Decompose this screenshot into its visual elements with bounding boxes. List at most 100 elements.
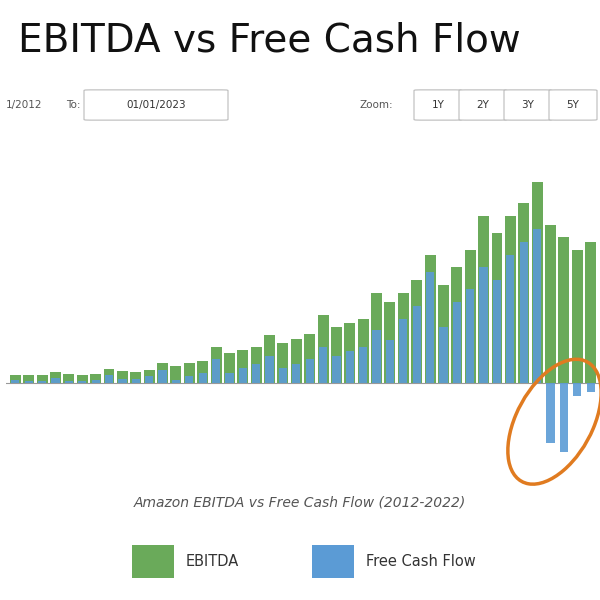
Text: 1Y: 1Y — [431, 100, 445, 110]
Bar — [317, 314, 329, 383]
Bar — [506, 254, 514, 383]
Bar — [425, 254, 436, 383]
FancyBboxPatch shape — [504, 90, 552, 120]
Bar — [413, 306, 421, 383]
Bar — [226, 373, 233, 383]
Bar — [90, 374, 101, 383]
FancyBboxPatch shape — [132, 545, 174, 577]
Bar — [371, 293, 382, 383]
Bar — [532, 182, 542, 383]
Bar — [37, 374, 47, 383]
Bar — [25, 380, 33, 383]
Bar — [491, 233, 502, 383]
Bar — [505, 216, 516, 383]
Bar — [493, 280, 501, 383]
Bar — [50, 372, 61, 383]
Bar — [143, 370, 155, 383]
Bar — [560, 383, 568, 452]
Bar — [439, 328, 448, 383]
Bar — [252, 364, 260, 383]
Bar — [265, 356, 274, 383]
Bar — [386, 340, 394, 383]
Bar — [533, 229, 541, 383]
Bar — [346, 350, 354, 383]
Bar — [10, 374, 21, 383]
Bar — [344, 323, 355, 383]
Bar — [211, 347, 221, 383]
Bar — [239, 368, 247, 383]
Bar — [451, 268, 463, 383]
Text: 01/01/2023: 01/01/2023 — [126, 100, 186, 110]
Bar — [118, 379, 127, 383]
Bar — [77, 374, 88, 383]
FancyBboxPatch shape — [549, 90, 597, 120]
Bar — [158, 370, 167, 383]
Bar — [331, 328, 342, 383]
Bar — [304, 334, 315, 383]
Bar — [172, 380, 180, 383]
Bar — [92, 380, 100, 383]
Bar — [131, 379, 140, 383]
Text: Free Cash Flow: Free Cash Flow — [366, 553, 476, 569]
Bar — [426, 272, 434, 383]
Bar — [117, 371, 128, 383]
Bar — [305, 359, 314, 383]
Bar — [212, 359, 220, 383]
Bar — [478, 216, 489, 383]
Bar — [38, 380, 46, 383]
Bar — [453, 302, 461, 383]
Bar — [52, 378, 59, 383]
Bar — [547, 383, 554, 443]
Bar — [332, 356, 341, 383]
Bar — [585, 242, 596, 383]
Bar — [224, 353, 235, 383]
Bar — [520, 242, 528, 383]
Bar — [197, 361, 208, 383]
Bar — [64, 374, 74, 383]
Bar — [65, 380, 73, 383]
Text: 3Y: 3Y — [521, 100, 535, 110]
Bar — [466, 289, 475, 383]
Bar — [319, 347, 327, 383]
Bar — [358, 319, 368, 383]
Bar — [518, 203, 529, 383]
Bar — [23, 376, 34, 383]
Text: Amazon EBITDA vs Free Cash Flow (2012-2022): Amazon EBITDA vs Free Cash Flow (2012-20… — [134, 496, 466, 510]
Bar — [385, 302, 395, 383]
Bar — [359, 347, 367, 383]
Bar — [291, 338, 302, 383]
Bar — [105, 376, 113, 383]
Bar — [11, 380, 19, 383]
Bar — [411, 280, 422, 383]
FancyBboxPatch shape — [84, 90, 228, 120]
Bar — [587, 383, 595, 392]
FancyBboxPatch shape — [312, 545, 354, 577]
Bar — [373, 330, 380, 383]
Bar — [170, 366, 181, 383]
Bar — [238, 350, 248, 383]
Bar — [185, 376, 193, 383]
Bar — [277, 343, 289, 383]
Bar — [438, 284, 449, 383]
Bar — [572, 250, 583, 383]
Bar — [292, 364, 301, 383]
Bar — [559, 238, 569, 383]
Text: 5Y: 5Y — [566, 100, 580, 110]
Bar — [157, 364, 168, 383]
Bar — [545, 224, 556, 383]
Bar — [465, 250, 476, 383]
Bar — [104, 370, 115, 383]
Text: Zoom:: Zoom: — [360, 100, 394, 110]
Text: To:: To: — [66, 100, 80, 110]
Bar — [184, 364, 195, 383]
Bar — [279, 368, 287, 383]
Bar — [264, 335, 275, 383]
Bar — [251, 347, 262, 383]
Bar — [145, 376, 153, 383]
Bar — [399, 319, 407, 383]
Bar — [479, 268, 488, 383]
Text: EBITDA vs Free Cash Flow: EBITDA vs Free Cash Flow — [18, 21, 521, 59]
FancyBboxPatch shape — [459, 90, 507, 120]
FancyBboxPatch shape — [414, 90, 462, 120]
Text: 2Y: 2Y — [476, 100, 490, 110]
